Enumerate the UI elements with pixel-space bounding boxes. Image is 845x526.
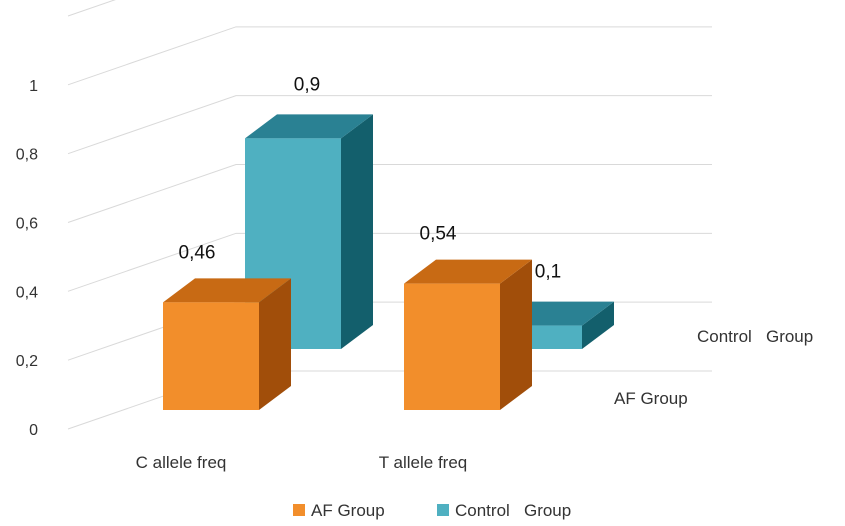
series-axis-label: Control Group: [697, 327, 813, 346]
bar-side: [259, 278, 291, 410]
bar-side: [500, 259, 532, 410]
y-tick-label: 0: [29, 422, 38, 439]
gridline: [67, 26, 712, 86]
y-tick-label: 1: [29, 78, 38, 95]
y-tick-label: 0,4: [16, 284, 38, 301]
bar-side: [582, 301, 614, 349]
bar-front: [163, 302, 259, 410]
bar-af-group-c-allele-freq: [163, 278, 291, 410]
y-tick-label: 0,2: [16, 353, 38, 370]
legend-swatch: [437, 504, 449, 516]
data-label: 0,46: [179, 242, 216, 263]
data-label: 0,9: [294, 74, 320, 95]
category-labels: C allele freq T allele freq: [136, 453, 468, 472]
y-tick-label: 0,8: [16, 147, 38, 164]
y-axis-ticks: 0 0,2 0,4 0,6 0,8 1: [16, 78, 38, 439]
gridline: [67, 0, 116, 17]
bar-top: [163, 278, 291, 303]
gridline: [67, 95, 712, 155]
legend-item: AF Group: [293, 501, 385, 520]
bar-top: [245, 114, 373, 139]
gridline: [67, 164, 712, 223]
legend-label: AF Group: [311, 501, 385, 520]
data-label: 0,1: [535, 262, 561, 283]
gridline: [67, 232, 712, 292]
legend-swatch: [293, 504, 305, 516]
bar-side: [341, 114, 373, 350]
series-axis-label: AF Group: [614, 389, 688, 408]
legend-label: Control Group: [455, 501, 571, 520]
bar-af-group-t-allele-freq: [404, 259, 532, 410]
bar-front: [404, 283, 500, 410]
y-tick-label: 0,6: [16, 216, 38, 233]
legend: AF Group Control Group: [293, 501, 571, 520]
category-label: T allele freq: [379, 453, 468, 472]
category-label: C allele freq: [136, 453, 227, 472]
gridlines: [67, 0, 712, 430]
bar-top: [404, 259, 532, 284]
bars: [163, 114, 614, 410]
series-axis-labels: Control Group AF Group: [614, 327, 813, 408]
legend-item: Control Group: [437, 501, 571, 520]
data-labels: 0,9 0,1 0,46 0,54: [179, 74, 562, 282]
data-label: 0,54: [420, 224, 457, 245]
